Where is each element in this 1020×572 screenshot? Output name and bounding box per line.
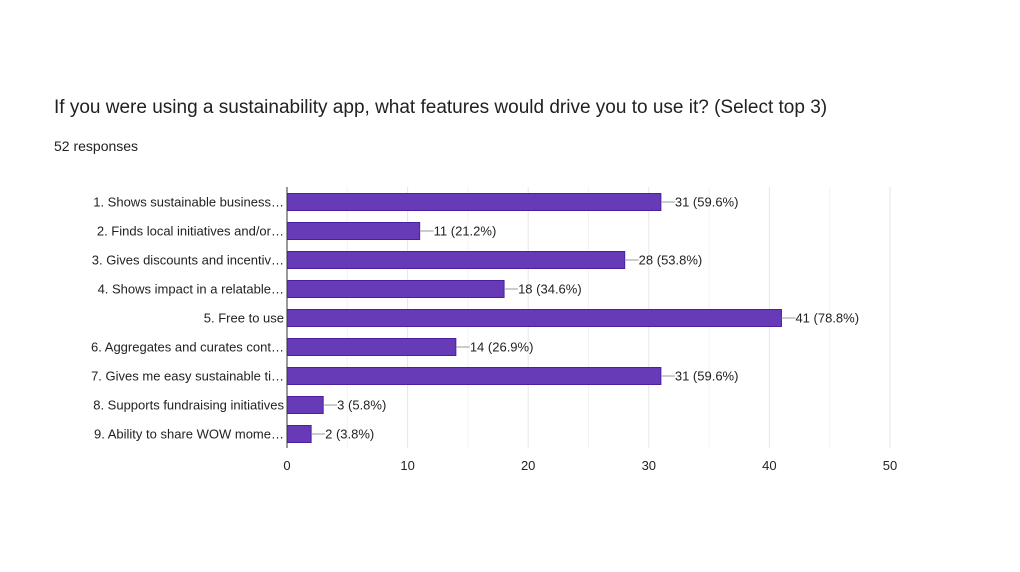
- chart-title: If you were using a sustainability app, …: [54, 97, 828, 118]
- x-tick-label: 30: [642, 458, 656, 473]
- category-label: 6. Aggregates and curates cont…: [91, 340, 284, 355]
- x-tick-label: 20: [521, 458, 535, 473]
- data-label: 31 (59.6%): [675, 195, 739, 210]
- data-label: 31 (59.6%): [675, 369, 739, 384]
- bar: [286, 280, 505, 298]
- bar: [286, 396, 324, 414]
- bar: [286, 222, 421, 240]
- data-label: 2 (3.8%): [325, 427, 374, 442]
- category-label: 9. Ability to share WOW mome…: [94, 427, 284, 442]
- data-label: 28 (53.8%): [639, 253, 703, 268]
- bar: [286, 367, 662, 385]
- bar: [286, 193, 662, 211]
- data-label: 11 (21.2%): [434, 224, 497, 239]
- response-count: 52 responses: [54, 138, 139, 154]
- bar: [286, 251, 626, 269]
- category-label: 5. Free to use: [204, 311, 284, 326]
- bar: [286, 425, 312, 443]
- category-label: 2. Finds local initiatives and/or…: [97, 224, 284, 239]
- bar: [286, 309, 782, 327]
- data-label: 41 (78.8%): [795, 311, 859, 326]
- category-label: 7. Gives me easy sustainable ti…: [91, 369, 284, 384]
- category-label: 8. Supports fundraising initiatives: [93, 398, 284, 413]
- category-label: 4. Shows impact in a relatable…: [98, 282, 284, 297]
- data-label: 14 (26.9%): [470, 340, 534, 355]
- bar: [286, 338, 457, 356]
- x-tick-label: 50: [883, 458, 897, 473]
- x-tick-label: 40: [762, 458, 776, 473]
- data-label: 18 (34.6%): [518, 282, 582, 297]
- x-tick-label: 0: [283, 458, 290, 473]
- x-tick-label: 10: [400, 458, 414, 473]
- data-label: 3 (5.8%): [337, 398, 386, 413]
- category-label: 1. Shows sustainable business…: [93, 195, 284, 210]
- category-label: 3. Gives discounts and incentiv…: [92, 253, 284, 268]
